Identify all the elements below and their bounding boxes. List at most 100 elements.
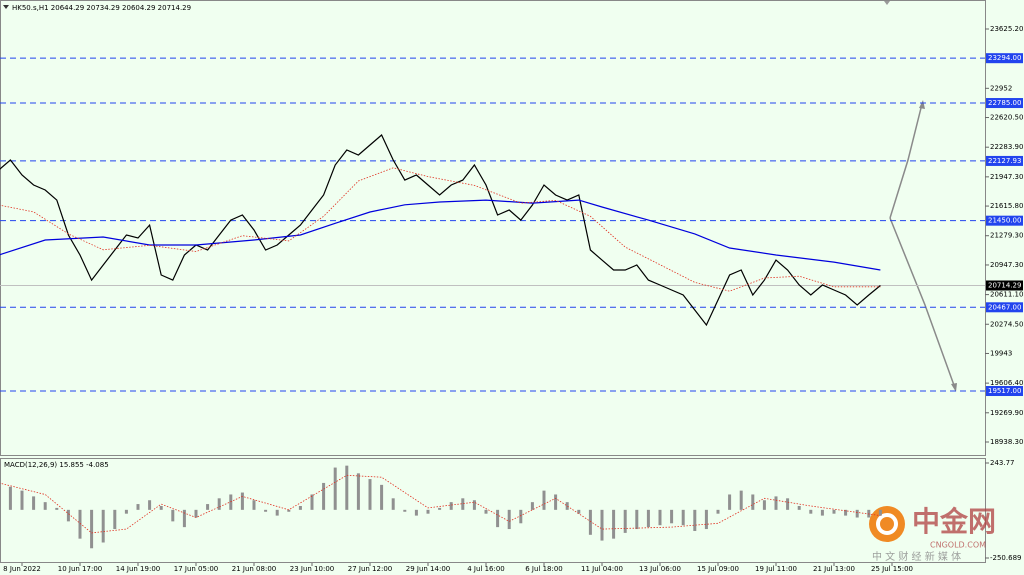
series-line: [0, 199, 881, 271]
macd-bar: [577, 509, 581, 514]
y-tick-label: 22620.50: [990, 114, 1023, 122]
level-label: 19517.00: [988, 387, 1021, 395]
macd-bar: [345, 465, 349, 510]
macd-bar: [449, 502, 453, 510]
y-tick-label: 20611.10: [990, 291, 1023, 299]
macd-bar: [322, 482, 326, 510]
macd-bar: [542, 490, 546, 510]
macd-bar: [797, 505, 801, 510]
y-tick-label: 243.77: [990, 459, 1015, 467]
x-tick-label: 11 Jul 04:00: [581, 565, 623, 573]
macd-bar: [101, 509, 105, 543]
level-label: 21450.00: [988, 217, 1021, 225]
macd-bar: [217, 498, 221, 510]
menu-triangle[interactable]: [3, 5, 9, 9]
last-price-label: 20714.29: [988, 282, 1021, 290]
macd-bar: [565, 502, 569, 510]
main-panel-frame: [0, 0, 986, 456]
macd-bar: [159, 505, 163, 510]
y-tick-label: 21615.80: [990, 202, 1023, 210]
x-tick-label: 14 Jun 19:00: [116, 565, 160, 573]
macd-bar: [820, 509, 824, 516]
macd-bar: [855, 509, 859, 518]
macd-bar: [113, 509, 117, 530]
macd-bar: [391, 498, 395, 510]
macd-bar: [124, 509, 128, 514]
macd-bar: [635, 509, 639, 530]
y-tick-label: 23625.20: [990, 25, 1023, 33]
chart-title: HK50.s,H1 20644.29 20734.29 20604.29 207…: [12, 4, 191, 12]
macd-bar: [507, 509, 511, 530]
level-label-box: [986, 215, 1023, 226]
watermark-name: 中金网: [912, 505, 996, 538]
macd-bar: [739, 490, 743, 510]
macd-title: MACD(12,26,9) 15.855 -4.085: [4, 461, 109, 469]
macd-bar: [774, 496, 778, 510]
level-label: 23294.00: [988, 54, 1021, 62]
macd-bar: [472, 500, 476, 510]
level-label-box: [986, 53, 1023, 64]
macd-bar: [809, 509, 813, 514]
x-tick-label: 15 Jul 09:00: [697, 565, 739, 573]
watermark-domain: CNGOLD.COM: [930, 541, 986, 550]
y-tick-label: 19606.40: [990, 379, 1023, 387]
x-tick-label: 6 Jul 18:00: [525, 565, 563, 573]
level-label: 22785.00: [988, 99, 1021, 107]
macd-bar: [171, 509, 175, 522]
macd-bar: [240, 492, 244, 510]
level-label-box: [986, 155, 1023, 166]
macd-bar: [8, 486, 12, 510]
y-tick-label: -250.689: [990, 554, 1021, 562]
logo-swirl: [876, 513, 898, 535]
macd-bar: [368, 479, 372, 510]
x-tick-label: 13 Jul 06:00: [639, 565, 681, 573]
x-tick-label: 27 Jun 12:00: [348, 565, 392, 573]
y-tick-label: 21947.30: [990, 173, 1023, 181]
macd-bar: [182, 509, 186, 528]
y-tick-label: 19943: [990, 349, 1012, 357]
macd-bar: [670, 509, 674, 524]
macd-bar: [762, 500, 766, 510]
macd-bar: [78, 509, 82, 539]
arrow-heads: [919, 100, 957, 392]
macd-bar: [751, 494, 755, 510]
series-line: [0, 134, 881, 327]
macd-bar: [32, 496, 36, 510]
macd-bar: [356, 473, 360, 510]
watermark-tagline: 中 文 财 经 新 媒 体: [872, 550, 961, 563]
macd-bar: [275, 509, 279, 516]
macd-bar: [310, 494, 314, 510]
macd-bar: [646, 509, 650, 528]
forecast-arrows: [889, 103, 956, 389]
x-tick-label: 4 Jul 16:00: [467, 565, 505, 573]
series-line: [0, 167, 881, 292]
macd-bar: [229, 494, 233, 510]
macd-bar: [612, 509, 616, 539]
macd-bar: [878, 509, 882, 516]
macd-bar: [728, 494, 732, 510]
macd-bar: [484, 509, 488, 514]
macd-bar: [786, 498, 790, 510]
level-label-box: [986, 98, 1023, 109]
macd-bar: [519, 509, 523, 524]
macd-bar: [194, 509, 198, 518]
macd-bar: [414, 509, 418, 516]
macd-bar: [704, 509, 708, 530]
macd-bar: [403, 509, 407, 512]
x-tick-label: 8 Jun 2022: [3, 565, 41, 573]
macd-bar: [264, 509, 268, 512]
macd-bar: [693, 509, 697, 531]
level-label-box: [986, 302, 1023, 313]
y-tick-label: 21279.30: [990, 232, 1023, 240]
macd-bar: [716, 509, 720, 514]
x-tick-label: 21 Jul 13:00: [813, 565, 855, 573]
y-tick-label: 22283.90: [990, 143, 1023, 151]
y-tick-label: 18938.30: [990, 438, 1023, 446]
shift-marker: [884, 1, 890, 5]
macd-bar: [287, 509, 291, 512]
macd-bar: [844, 509, 848, 516]
macd-bar: [380, 484, 384, 510]
macd-panel-frame: [0, 458, 986, 563]
macd-bar: [298, 505, 302, 510]
